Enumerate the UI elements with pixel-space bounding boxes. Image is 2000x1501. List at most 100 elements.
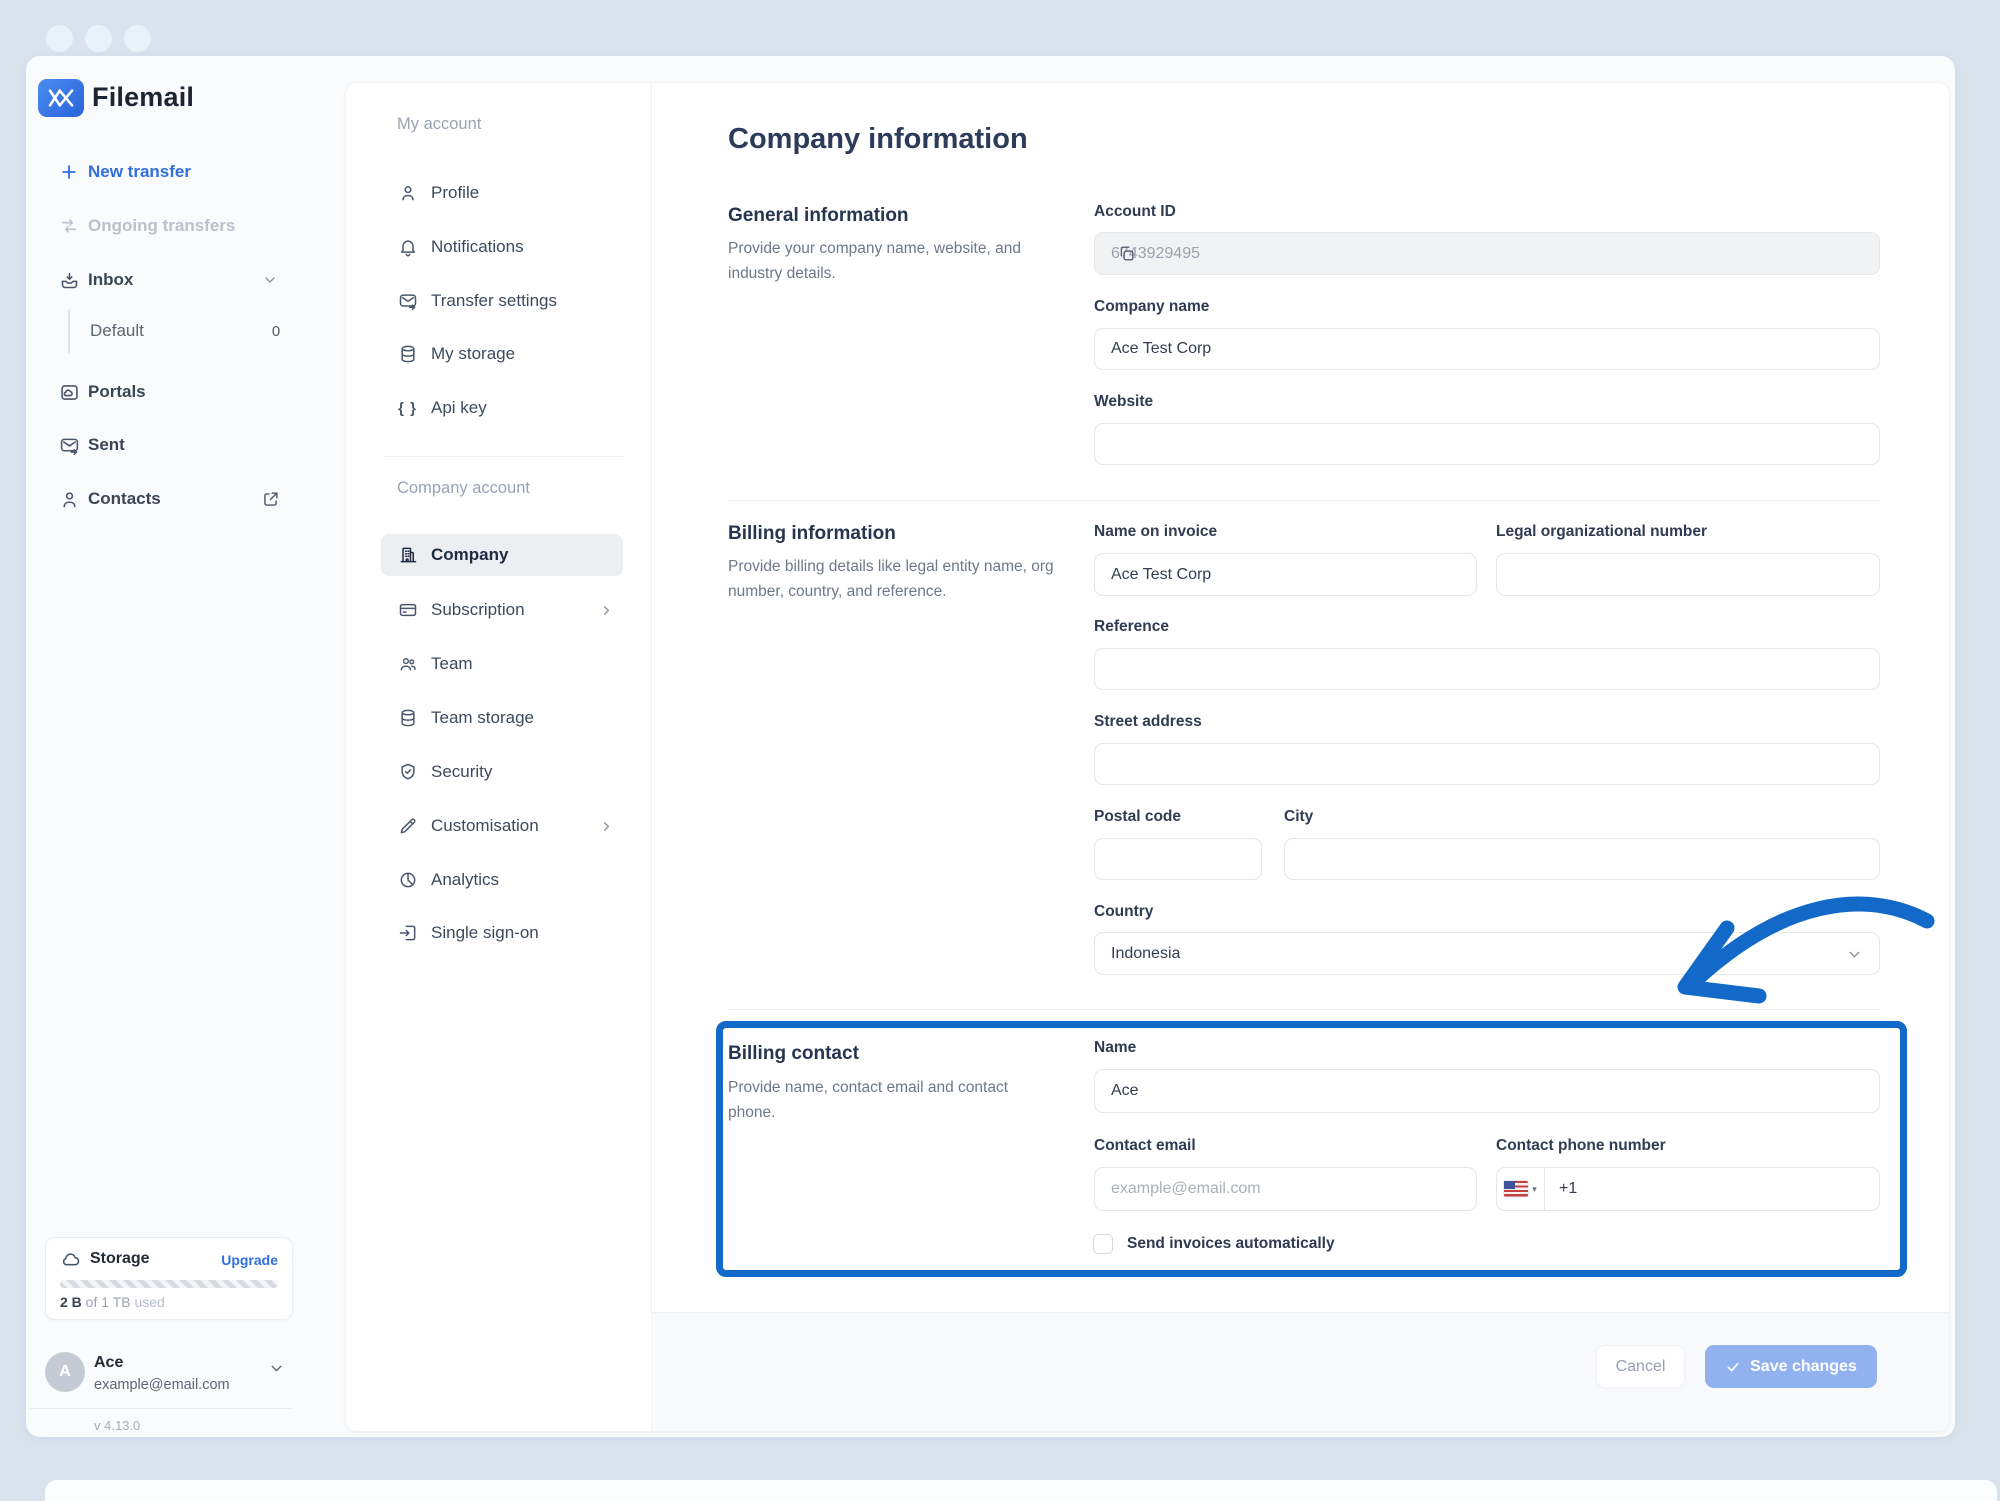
nav-item-team-storage[interactable]: Team storage bbox=[381, 698, 623, 738]
cancel-button[interactable]: Cancel bbox=[1596, 1345, 1685, 1388]
storage-usage-text: 2 B of 1 TB used bbox=[60, 1294, 165, 1310]
nav-item-api-key[interactable]: { } Api key bbox=[398, 398, 487, 417]
country-label: Country bbox=[1094, 903, 1154, 920]
section-desc-general: Provide your company name, website, and … bbox=[728, 240, 1021, 282]
chevron-right-icon bbox=[599, 819, 615, 834]
street-address-input[interactable] bbox=[1094, 743, 1880, 785]
caret-down-icon: ▾ bbox=[1532, 1183, 1537, 1194]
sidebar-item-portals[interactable]: Portals bbox=[26, 372, 326, 412]
transfers-arrows-icon bbox=[58, 215, 80, 237]
sidebar-item-inbox[interactable]: Inbox bbox=[26, 260, 326, 300]
nav-item-team[interactable]: Team bbox=[381, 644, 623, 684]
sidebar-item-ongoing-transfers[interactable]: Ongoing transfers bbox=[26, 206, 326, 246]
nav-item-customisation[interactable]: Customisation bbox=[381, 806, 623, 846]
reference-input[interactable] bbox=[1094, 648, 1880, 690]
divider bbox=[728, 1009, 1880, 1010]
contact-name-label: Name bbox=[1094, 1039, 1137, 1056]
envelope-arrow-icon bbox=[397, 291, 418, 312]
divider bbox=[728, 500, 1880, 501]
app-version: v 4.13.0 bbox=[94, 1418, 141, 1433]
avatar[interactable]: A bbox=[45, 1352, 85, 1392]
postal-code-input[interactable] bbox=[1094, 838, 1262, 880]
contact-name-input[interactable] bbox=[1094, 1069, 1880, 1113]
sidebar-item-sent[interactable]: Sent bbox=[26, 425, 326, 465]
brand-name: Filemail bbox=[92, 82, 195, 112]
sidebar-item-new-transfer[interactable]: New transfer bbox=[26, 152, 326, 192]
chevron-down-icon bbox=[1846, 946, 1863, 963]
account-id-field: 6743929495 bbox=[1094, 232, 1880, 275]
inbox-sub-indent-line bbox=[68, 309, 70, 353]
billing-contact-highlight-box bbox=[716, 1021, 1907, 1277]
contact-email-label: Contact email bbox=[1094, 1137, 1196, 1154]
app-window: Filemail New transfer Ongoing transfers … bbox=[26, 56, 1955, 1437]
nav-item-company[interactable]: Company bbox=[381, 534, 623, 576]
country-code-selector[interactable]: ▾ bbox=[1497, 1168, 1545, 1210]
nav-item-subscription[interactable]: Subscription bbox=[381, 590, 623, 630]
external-link-icon[interactable] bbox=[258, 490, 282, 509]
us-flag-icon bbox=[1504, 1181, 1529, 1197]
name-on-invoice-input[interactable] bbox=[1094, 553, 1477, 596]
sidebar-item-contacts[interactable]: Contacts bbox=[26, 479, 326, 519]
inbox-icon bbox=[58, 269, 80, 291]
content-card: My account Profile Notifications Transfe… bbox=[345, 82, 1950, 1432]
sidebar-item-inbox-default[interactable]: Default 0 bbox=[26, 311, 326, 351]
shield-icon bbox=[397, 762, 418, 783]
window-dot bbox=[46, 25, 73, 52]
window-dot bbox=[124, 25, 151, 52]
storage-progress-bar bbox=[60, 1280, 278, 1288]
dial-code: +1 bbox=[1559, 1180, 1578, 1197]
account-id-label: Account ID bbox=[1094, 203, 1176, 220]
city-input[interactable] bbox=[1284, 838, 1880, 880]
nav-item-profile[interactable]: Profile bbox=[381, 173, 623, 213]
cloud-icon bbox=[60, 1251, 81, 1267]
nav-item-security[interactable]: Security bbox=[381, 752, 623, 792]
send-invoices-checkbox[interactable] bbox=[1093, 1234, 1113, 1254]
contact-phone-field[interactable]: ▾ +1 bbox=[1496, 1167, 1880, 1211]
pen-icon bbox=[397, 816, 418, 837]
website-input[interactable] bbox=[1094, 423, 1880, 465]
storage-title: Storage bbox=[90, 1250, 150, 1267]
user-email: example@email.com bbox=[94, 1377, 230, 1393]
website-label: Website bbox=[1094, 393, 1154, 410]
section-heading-billing: Billing information bbox=[728, 523, 896, 544]
divider bbox=[384, 456, 623, 457]
send-invoices-label: Send invoices automatically bbox=[1127, 1235, 1335, 1252]
database-icon bbox=[397, 708, 418, 729]
company-name-input[interactable] bbox=[1094, 328, 1880, 370]
reference-label: Reference bbox=[1094, 618, 1169, 635]
divider bbox=[30, 1408, 292, 1409]
upgrade-link[interactable]: Upgrade bbox=[221, 1252, 278, 1268]
nav-item-notifications[interactable]: Notifications bbox=[381, 227, 623, 267]
chevron-down-icon[interactable] bbox=[268, 1360, 285, 1377]
bell-icon bbox=[397, 237, 418, 258]
nav-heading-my-account: My account bbox=[397, 115, 482, 133]
country-select[interactable]: Indonesia bbox=[1094, 932, 1880, 975]
check-icon bbox=[1727, 1362, 1739, 1371]
nav-item-single-sign-on[interactable]: Single sign-on bbox=[381, 913, 623, 953]
nav-item-analytics[interactable]: Analytics bbox=[381, 860, 623, 900]
team-icon bbox=[397, 654, 418, 675]
filemail-logo-icon bbox=[38, 79, 84, 117]
database-icon bbox=[397, 344, 418, 365]
chevron-down-icon bbox=[258, 272, 282, 288]
building-icon bbox=[397, 545, 418, 566]
inbox-default-count: 0 bbox=[271, 322, 281, 340]
window-dot bbox=[85, 25, 112, 52]
form-footer: Cancel Save changes bbox=[652, 1312, 1949, 1431]
nav-item-transfer-settings[interactable]: Transfer settings bbox=[381, 281, 623, 321]
settings-nav: My account Profile Notifications Transfe… bbox=[346, 83, 652, 1431]
background-sheet bbox=[45, 1480, 1997, 1501]
person-icon bbox=[397, 183, 418, 204]
braces-icon: { } bbox=[398, 399, 417, 417]
street-address-label: Street address bbox=[1094, 713, 1202, 730]
portals-icon bbox=[58, 381, 80, 403]
company-name-label: Company name bbox=[1094, 298, 1210, 315]
save-changes-button[interactable]: Save changes bbox=[1705, 1345, 1877, 1388]
copy-icon[interactable] bbox=[1111, 239, 1141, 269]
nav-item-my-storage[interactable]: My storage bbox=[381, 334, 623, 374]
contact-email-input[interactable] bbox=[1094, 1167, 1477, 1211]
section-desc-billing: Provide billing details like legal entit… bbox=[728, 558, 1054, 600]
plus-icon bbox=[58, 161, 80, 183]
legal-org-number-input[interactable] bbox=[1496, 553, 1880, 596]
